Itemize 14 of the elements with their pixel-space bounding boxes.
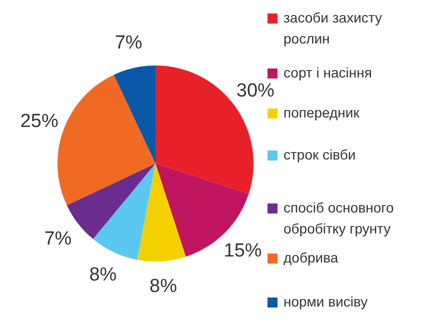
data-label: 8% (150, 276, 178, 298)
legend-label: попередник (284, 104, 360, 120)
legend-label: норми висіву (284, 294, 368, 310)
legend-label: строк сівби (284, 146, 356, 162)
legend-label: добрива (284, 250, 338, 266)
data-label: 8% (89, 264, 117, 286)
legend-label: сорт і насіння (284, 64, 372, 80)
legend-label: спосіб основного обробітку грунту (284, 200, 394, 236)
data-label: 25% (20, 111, 58, 132)
data-label: 30% (236, 80, 275, 102)
data-label: 15% (224, 240, 262, 262)
data-label: 7% (44, 228, 72, 250)
legend-label: засоби захисту рослин (284, 10, 382, 46)
data-label: 7% (114, 32, 142, 54)
